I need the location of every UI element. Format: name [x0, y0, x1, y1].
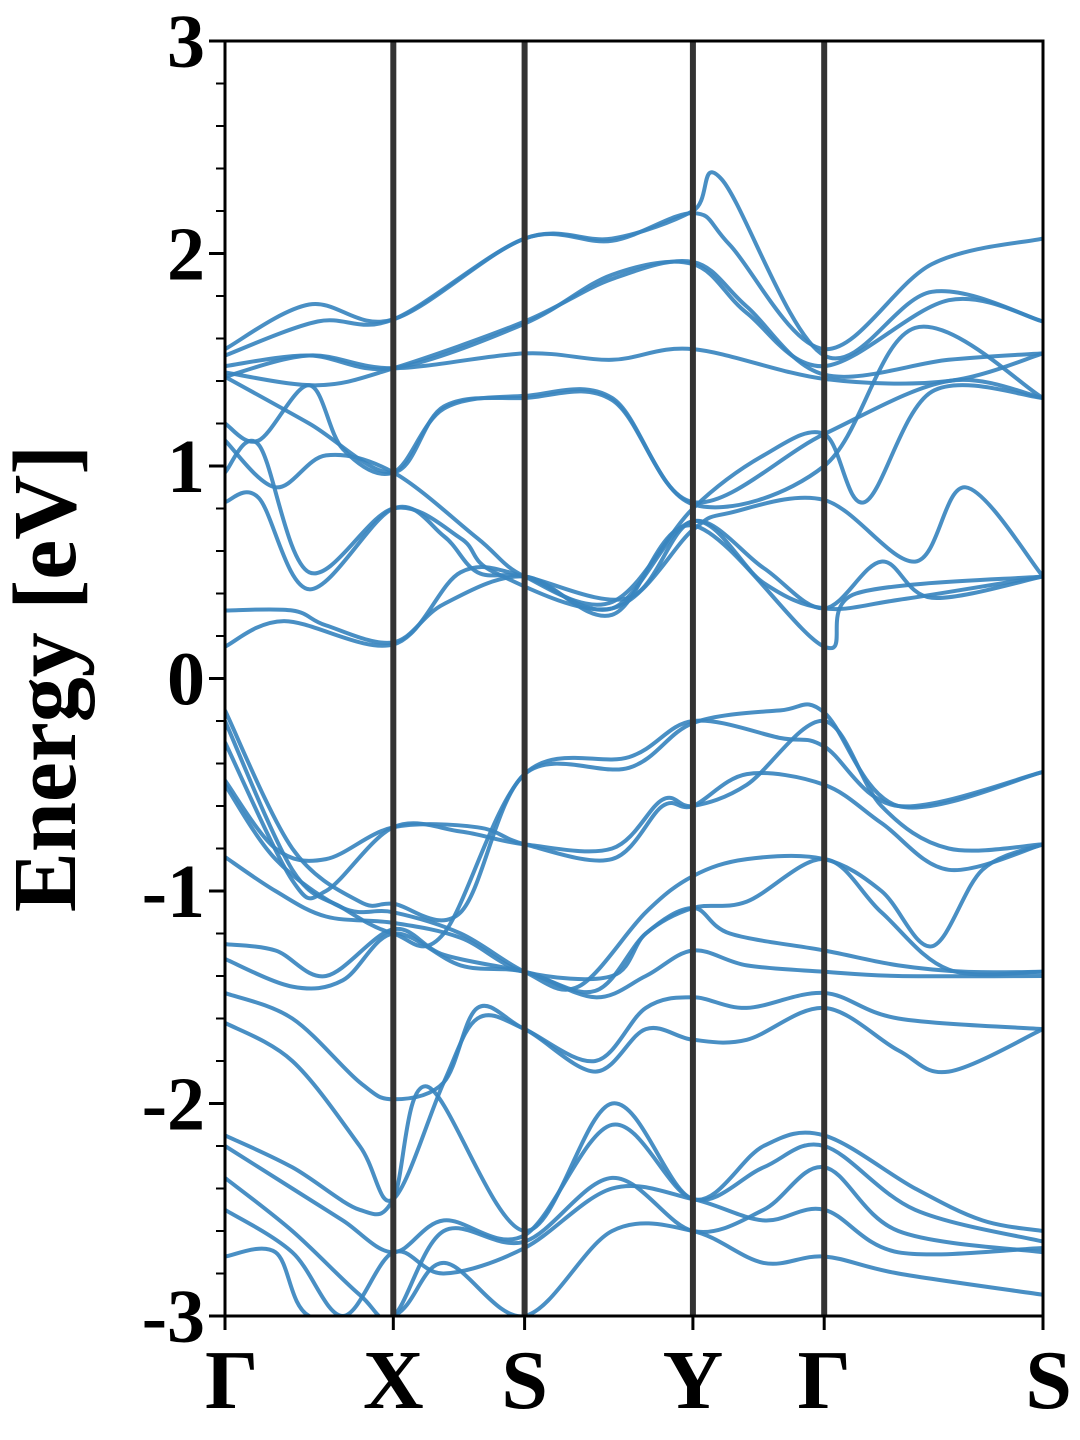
band-line-22: [225, 1005, 1043, 1203]
band-line-21: [225, 990, 1043, 1102]
band-line-13: [225, 702, 1043, 923]
band-line-16: [225, 771, 1043, 873]
band-line-25: [225, 1165, 1043, 1316]
kpoint-label-4: Y: [663, 1334, 724, 1427]
y-tick-label: -2: [142, 1063, 205, 1147]
y-tick-label: 0: [167, 638, 205, 722]
kpoint-label-2: X: [363, 1334, 424, 1427]
band-line-27: [225, 1221, 1043, 1316]
band-line-2: [225, 170, 1043, 361]
band-line-20: [225, 931, 1043, 1000]
kpoint-label-6: S: [1025, 1334, 1072, 1427]
y-axis: 3 2 1 0 -1 -2 -3: [142, 0, 225, 1359]
band-line-10: [225, 490, 1043, 611]
band-line-11: [225, 523, 1043, 651]
band-line-17: [225, 783, 1043, 992]
kpoint-label-1: Γ: [205, 1334, 258, 1427]
band-line-8: [225, 383, 1043, 607]
y-tick-label: -1: [142, 850, 205, 934]
band-line-12: [225, 519, 1043, 649]
band-line-6: [225, 324, 1043, 510]
band-line-1: [225, 211, 1043, 352]
band-line-5: [225, 346, 1043, 386]
band-line-19: [225, 905, 1043, 995]
kpoint-label-3: S: [501, 1334, 548, 1427]
band-line-23: [225, 1084, 1043, 1234]
band-line-24: [225, 1122, 1043, 1255]
band-lines: [225, 170, 1043, 1316]
band-line-15: [225, 718, 1043, 901]
y-tick-label: 3: [167, 0, 205, 84]
y-axis-label: Energy [eV]: [0, 445, 95, 912]
y-tick-label: -3: [142, 1275, 205, 1359]
band-line-7: [225, 377, 1043, 505]
y-tick-label: 2: [167, 213, 205, 297]
band-line-4: [225, 259, 1043, 388]
kpoint-lines: [390, 41, 828, 1316]
y-tick-label: 1: [167, 425, 205, 509]
kpoint-label-5: Γ: [797, 1334, 850, 1427]
